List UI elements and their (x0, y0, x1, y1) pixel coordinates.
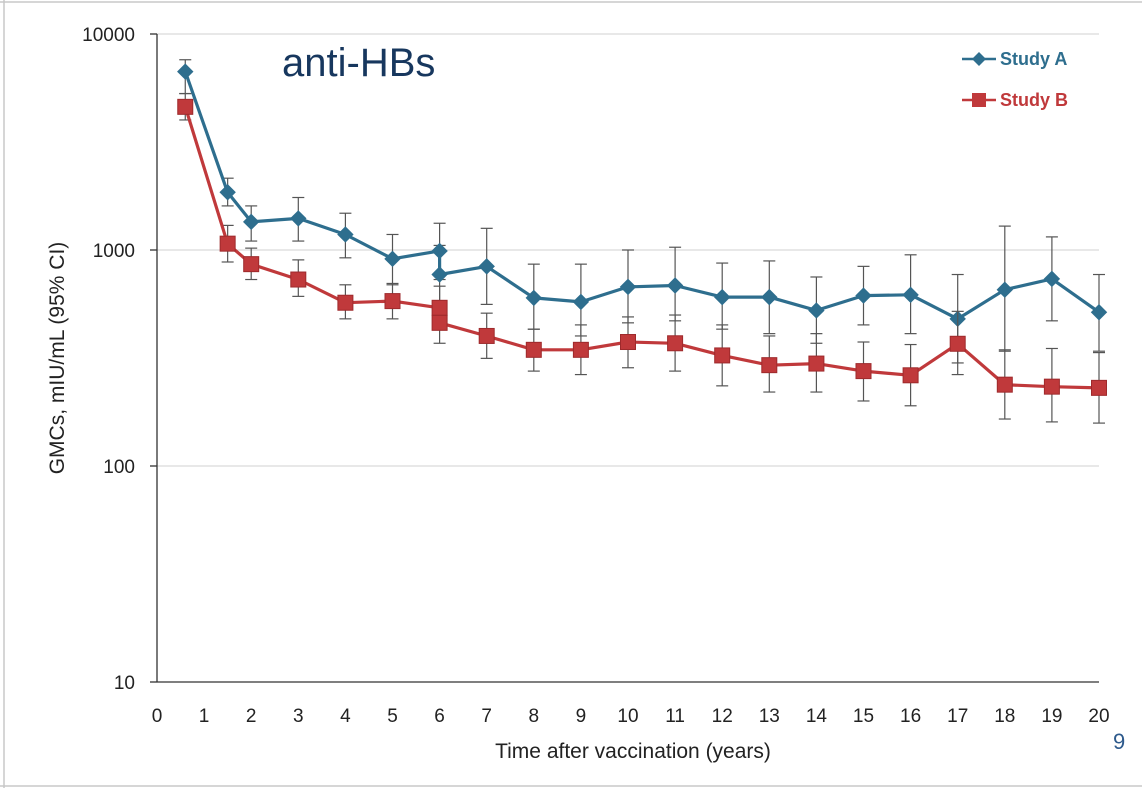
series (177, 59, 1108, 424)
study-b-point-16 (855, 363, 872, 380)
x-tick-label-8: 8 (529, 706, 540, 727)
study-a-point-2 (242, 213, 260, 231)
study-b-point-9 (525, 341, 542, 358)
study-a-point-1 (219, 184, 236, 201)
study-a-point-11 (619, 278, 637, 296)
study-a-point-3 (290, 210, 307, 227)
study-b-point-18 (949, 335, 966, 352)
study-b-point-1 (219, 235, 236, 252)
study-a-point-14 (761, 288, 778, 306)
legend-label-study-a: Study A (1000, 49, 1067, 69)
x-tick-label-2: 2 (246, 706, 257, 727)
study-b-point-8 (478, 327, 495, 344)
study-b-point-10 (572, 341, 589, 358)
study-a-point-12 (666, 277, 684, 294)
study-a-point-20 (1043, 270, 1061, 288)
study-b-point-5 (384, 293, 401, 310)
x-tick-label-19: 19 (1041, 706, 1062, 727)
legend-label-study-b: Study B (1000, 90, 1068, 110)
study-b-point-11 (620, 334, 636, 351)
x-tick-label-11: 11 (665, 706, 685, 727)
x-tick-label-20: 20 (1088, 706, 1109, 727)
study-a-point-17 (902, 286, 919, 304)
study-a-point-6 (431, 242, 448, 260)
study-a-point-7 (431, 266, 448, 283)
x-tick-label-10: 10 (617, 706, 638, 727)
study-b-point-17 (902, 367, 919, 384)
x-axis-title: Time after vaccination (years) (495, 740, 771, 763)
x-tick-label-5: 5 (387, 706, 398, 727)
study-a-point-5 (384, 250, 401, 268)
study-b-point-6 (431, 299, 448, 316)
x-tick-label-17: 17 (947, 706, 968, 727)
study-a-point-13 (713, 288, 731, 306)
x-tick-label-4: 4 (340, 706, 351, 727)
study-a-point-15 (808, 302, 825, 319)
study-b-point-7 (431, 314, 448, 331)
legend: Study A Study B (962, 49, 1068, 110)
x-tick-label-13: 13 (759, 706, 780, 727)
y-axis-title: GMCs, mIU/mL (95% CI) (46, 242, 69, 475)
study-a-point-21 (1090, 304, 1108, 321)
study-b-point-2 (243, 256, 260, 273)
x-tick-label-14: 14 (806, 706, 828, 727)
x-tick-label-6: 6 (434, 706, 445, 727)
series-study-b (177, 92, 1107, 424)
study-b-point-4 (337, 294, 354, 311)
x-tick-label-3: 3 (293, 706, 304, 727)
x-tick-label-7: 7 (481, 706, 492, 727)
chart-title: anti-HBs (282, 41, 435, 85)
x-tick-label-16: 16 (900, 706, 921, 727)
study-b-point-0 (177, 98, 194, 115)
x-tick-label-15: 15 (853, 706, 874, 727)
study-b-point-19 (996, 376, 1013, 393)
study-b-point-12 (667, 335, 684, 352)
study-b-point-15 (808, 355, 825, 372)
study-b-point-13 (714, 347, 731, 364)
study-a-line (183, 71, 1100, 321)
study-a-point-19 (996, 281, 1014, 298)
study-b-line (183, 106, 1100, 390)
y-tick-label-10000: 10000 (82, 25, 135, 46)
study-a-point-10 (572, 293, 590, 311)
axes (150, 33, 1099, 683)
study-a-point-16 (855, 287, 872, 304)
study-a-point-0 (177, 63, 194, 80)
x-tick-label-9: 9 (576, 706, 587, 727)
y-tick-label-10: 10 (114, 673, 135, 694)
study-b-point-21 (1091, 379, 1107, 396)
study-a-point-4 (337, 226, 354, 243)
legend-marker-study-b (972, 93, 986, 107)
y-tick-label-100: 100 (103, 457, 135, 478)
y-tick-label-1000: 1000 (93, 241, 135, 262)
study-a-point-9 (525, 289, 543, 307)
page-number: 9 (1113, 729, 1125, 754)
series-study-a (177, 59, 1108, 364)
legend-marker-study-a (972, 52, 986, 66)
x-tick-label-1: 1 (199, 706, 210, 727)
x-tick-label-18: 18 (994, 706, 1015, 727)
study-b-point-14 (761, 357, 778, 374)
x-tick-label-0: 0 (152, 706, 163, 727)
study-b-point-20 (1043, 378, 1060, 395)
study-b-point-3 (290, 271, 307, 288)
study-a-point-8 (478, 258, 495, 275)
x-tick-label-12: 12 (712, 706, 733, 727)
